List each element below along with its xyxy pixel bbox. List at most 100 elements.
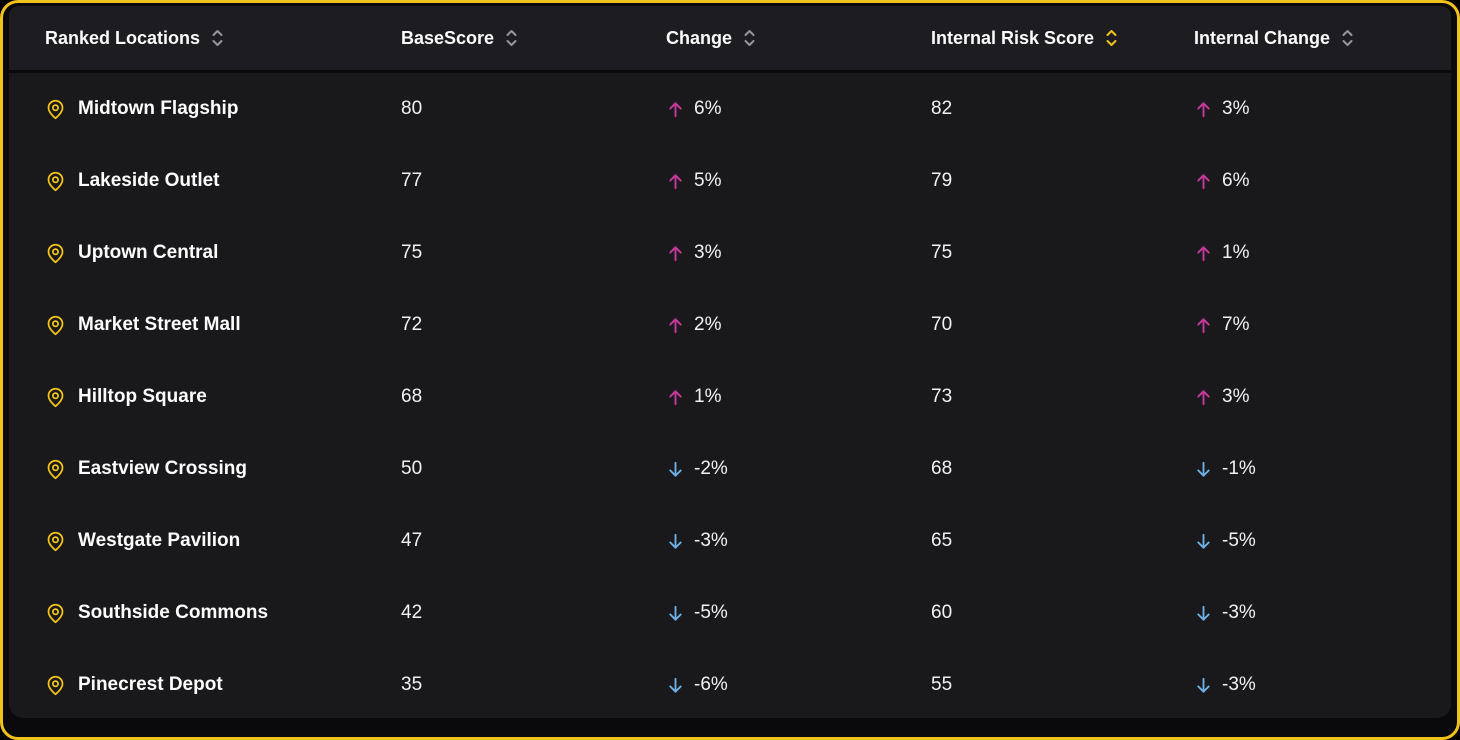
sort-chevrons-icon[interactable] <box>742 27 757 49</box>
change-value: -6% <box>694 674 728 695</box>
internal-risk-score-value: 68 <box>931 458 953 479</box>
change-value: -3% <box>694 530 728 551</box>
column-header-label: Change <box>666 27 733 48</box>
internal-change-value: -1% <box>1222 458 1256 479</box>
sort-chevrons-icon[interactable] <box>1340 27 1355 49</box>
internal-risk-score-value: 73 <box>931 386 953 407</box>
internal-risk-score-value: 79 <box>931 170 953 191</box>
base-score-value: 72 <box>401 314 423 335</box>
table-header: Ranked Locations BaseScore Change Intern… <box>9 6 1451 73</box>
arrow-up-icon <box>666 100 685 119</box>
internal-change-value: -5% <box>1222 530 1256 551</box>
change-value: -5% <box>694 602 728 623</box>
location-name: Southside Commons <box>78 602 269 623</box>
arrow-up-icon <box>666 316 685 335</box>
change-value: 3% <box>694 242 722 263</box>
locations-table: Ranked Locations BaseScore Change Intern… <box>9 6 1451 718</box>
column-header-internal_risk_score[interactable]: Internal Risk Score <box>931 27 1194 49</box>
arrow-up-icon <box>1194 316 1213 335</box>
base-score-value: 42 <box>401 602 423 623</box>
column-header-label: Ranked Locations <box>45 27 201 48</box>
location-name: Uptown Central <box>78 242 219 263</box>
arrow-up-icon <box>1194 172 1213 191</box>
arrow-down-icon <box>666 604 685 623</box>
arrow-up-icon <box>666 244 685 263</box>
arrow-up-icon <box>666 388 685 407</box>
change-value: 6% <box>694 98 722 119</box>
location-name: Hilltop Square <box>78 386 207 407</box>
table-row[interactable]: Market Street Mall 72 2% 70 7% <box>9 289 1451 361</box>
arrow-up-icon <box>1194 388 1213 407</box>
base-score-value: 75 <box>401 242 423 263</box>
column-header-label: Internal Change <box>1194 27 1331 48</box>
map-pin-icon <box>45 315 66 336</box>
map-pin-icon <box>45 531 66 552</box>
map-pin-icon <box>45 603 66 624</box>
arrow-down-icon <box>1194 676 1213 695</box>
change-value: -2% <box>694 458 728 479</box>
arrow-down-icon <box>666 532 685 551</box>
table-row[interactable]: Uptown Central 75 3% 75 1% <box>9 217 1451 289</box>
internal-change-value: 6% <box>1222 170 1250 191</box>
change-value: 2% <box>694 314 722 335</box>
internal-risk-score-value: 70 <box>931 314 953 335</box>
table-row[interactable]: Lakeside Outlet 77 5% 79 6% <box>9 145 1451 217</box>
table-row[interactable]: Hilltop Square 68 1% 73 3% <box>9 361 1451 433</box>
table-row[interactable]: Eastview Crossing 50 -2% 68 -1% <box>9 433 1451 505</box>
internal-risk-score-value: 75 <box>931 242 953 263</box>
arrow-up-icon <box>1194 244 1213 263</box>
base-score-value: 77 <box>401 170 423 191</box>
sort-chevrons-icon[interactable] <box>504 27 519 49</box>
change-value: 5% <box>694 170 722 191</box>
map-pin-icon <box>45 387 66 408</box>
location-name: Eastview Crossing <box>78 458 247 479</box>
arrow-down-icon <box>1194 460 1213 479</box>
internal-risk-score-value: 60 <box>931 602 953 623</box>
map-pin-icon <box>45 243 66 264</box>
column-header-label: BaseScore <box>401 27 495 48</box>
sort-chevrons-icon[interactable] <box>210 27 225 49</box>
table-row[interactable]: Westgate Pavilion 47 -3% 65 -5% <box>9 505 1451 577</box>
table-row[interactable]: Midtown Flagship 80 6% 82 3% <box>9 73 1451 145</box>
location-name: Lakeside Outlet <box>78 170 220 191</box>
column-header-label: Internal Risk Score <box>931 27 1095 48</box>
internal-change-value: 3% <box>1222 386 1250 407</box>
location-name: Westgate Pavilion <box>78 530 241 551</box>
column-header-internal_change[interactable]: Internal Change <box>1194 27 1451 49</box>
location-name: Market Street Mall <box>78 314 241 335</box>
column-header-change[interactable]: Change <box>666 27 931 49</box>
internal-risk-score-value: 55 <box>931 674 953 695</box>
map-pin-icon <box>45 99 66 120</box>
arrow-up-icon <box>1194 100 1213 119</box>
change-value: 1% <box>694 386 722 407</box>
arrow-down-icon <box>666 460 685 479</box>
base-score-value: 35 <box>401 674 423 695</box>
column-header-location[interactable]: Ranked Locations <box>45 27 401 49</box>
sort-chevrons-icon[interactable] <box>1104 27 1119 49</box>
location-name: Midtown Flagship <box>78 98 239 119</box>
base-score-value: 80 <box>401 98 423 119</box>
column-header-base_score[interactable]: BaseScore <box>401 27 666 49</box>
base-score-value: 47 <box>401 530 423 551</box>
internal-change-value: -3% <box>1222 674 1256 695</box>
table-body: Midtown Flagship 80 6% 82 3% Lakeside Ou… <box>9 73 1451 718</box>
map-pin-icon <box>45 171 66 192</box>
arrow-down-icon <box>1194 532 1213 551</box>
arrow-down-icon <box>1194 604 1213 623</box>
internal-change-value: 7% <box>1222 314 1250 335</box>
base-score-value: 68 <box>401 386 423 407</box>
arrow-down-icon <box>666 676 685 695</box>
internal-risk-score-value: 82 <box>931 98 953 119</box>
internal-change-value: -3% <box>1222 602 1256 623</box>
internal-change-value: 3% <box>1222 98 1250 119</box>
map-pin-icon <box>45 459 66 480</box>
table-row[interactable]: Southside Commons 42 -5% 60 -3% <box>9 577 1451 649</box>
internal-risk-score-value: 65 <box>931 530 953 551</box>
internal-change-value: 1% <box>1222 242 1250 263</box>
map-pin-icon <box>45 675 66 696</box>
table-row[interactable]: Pinecrest Depot 35 -6% 55 -3% <box>9 649 1451 718</box>
arrow-up-icon <box>666 172 685 191</box>
location-name: Pinecrest Depot <box>78 674 223 695</box>
base-score-value: 50 <box>401 458 423 479</box>
